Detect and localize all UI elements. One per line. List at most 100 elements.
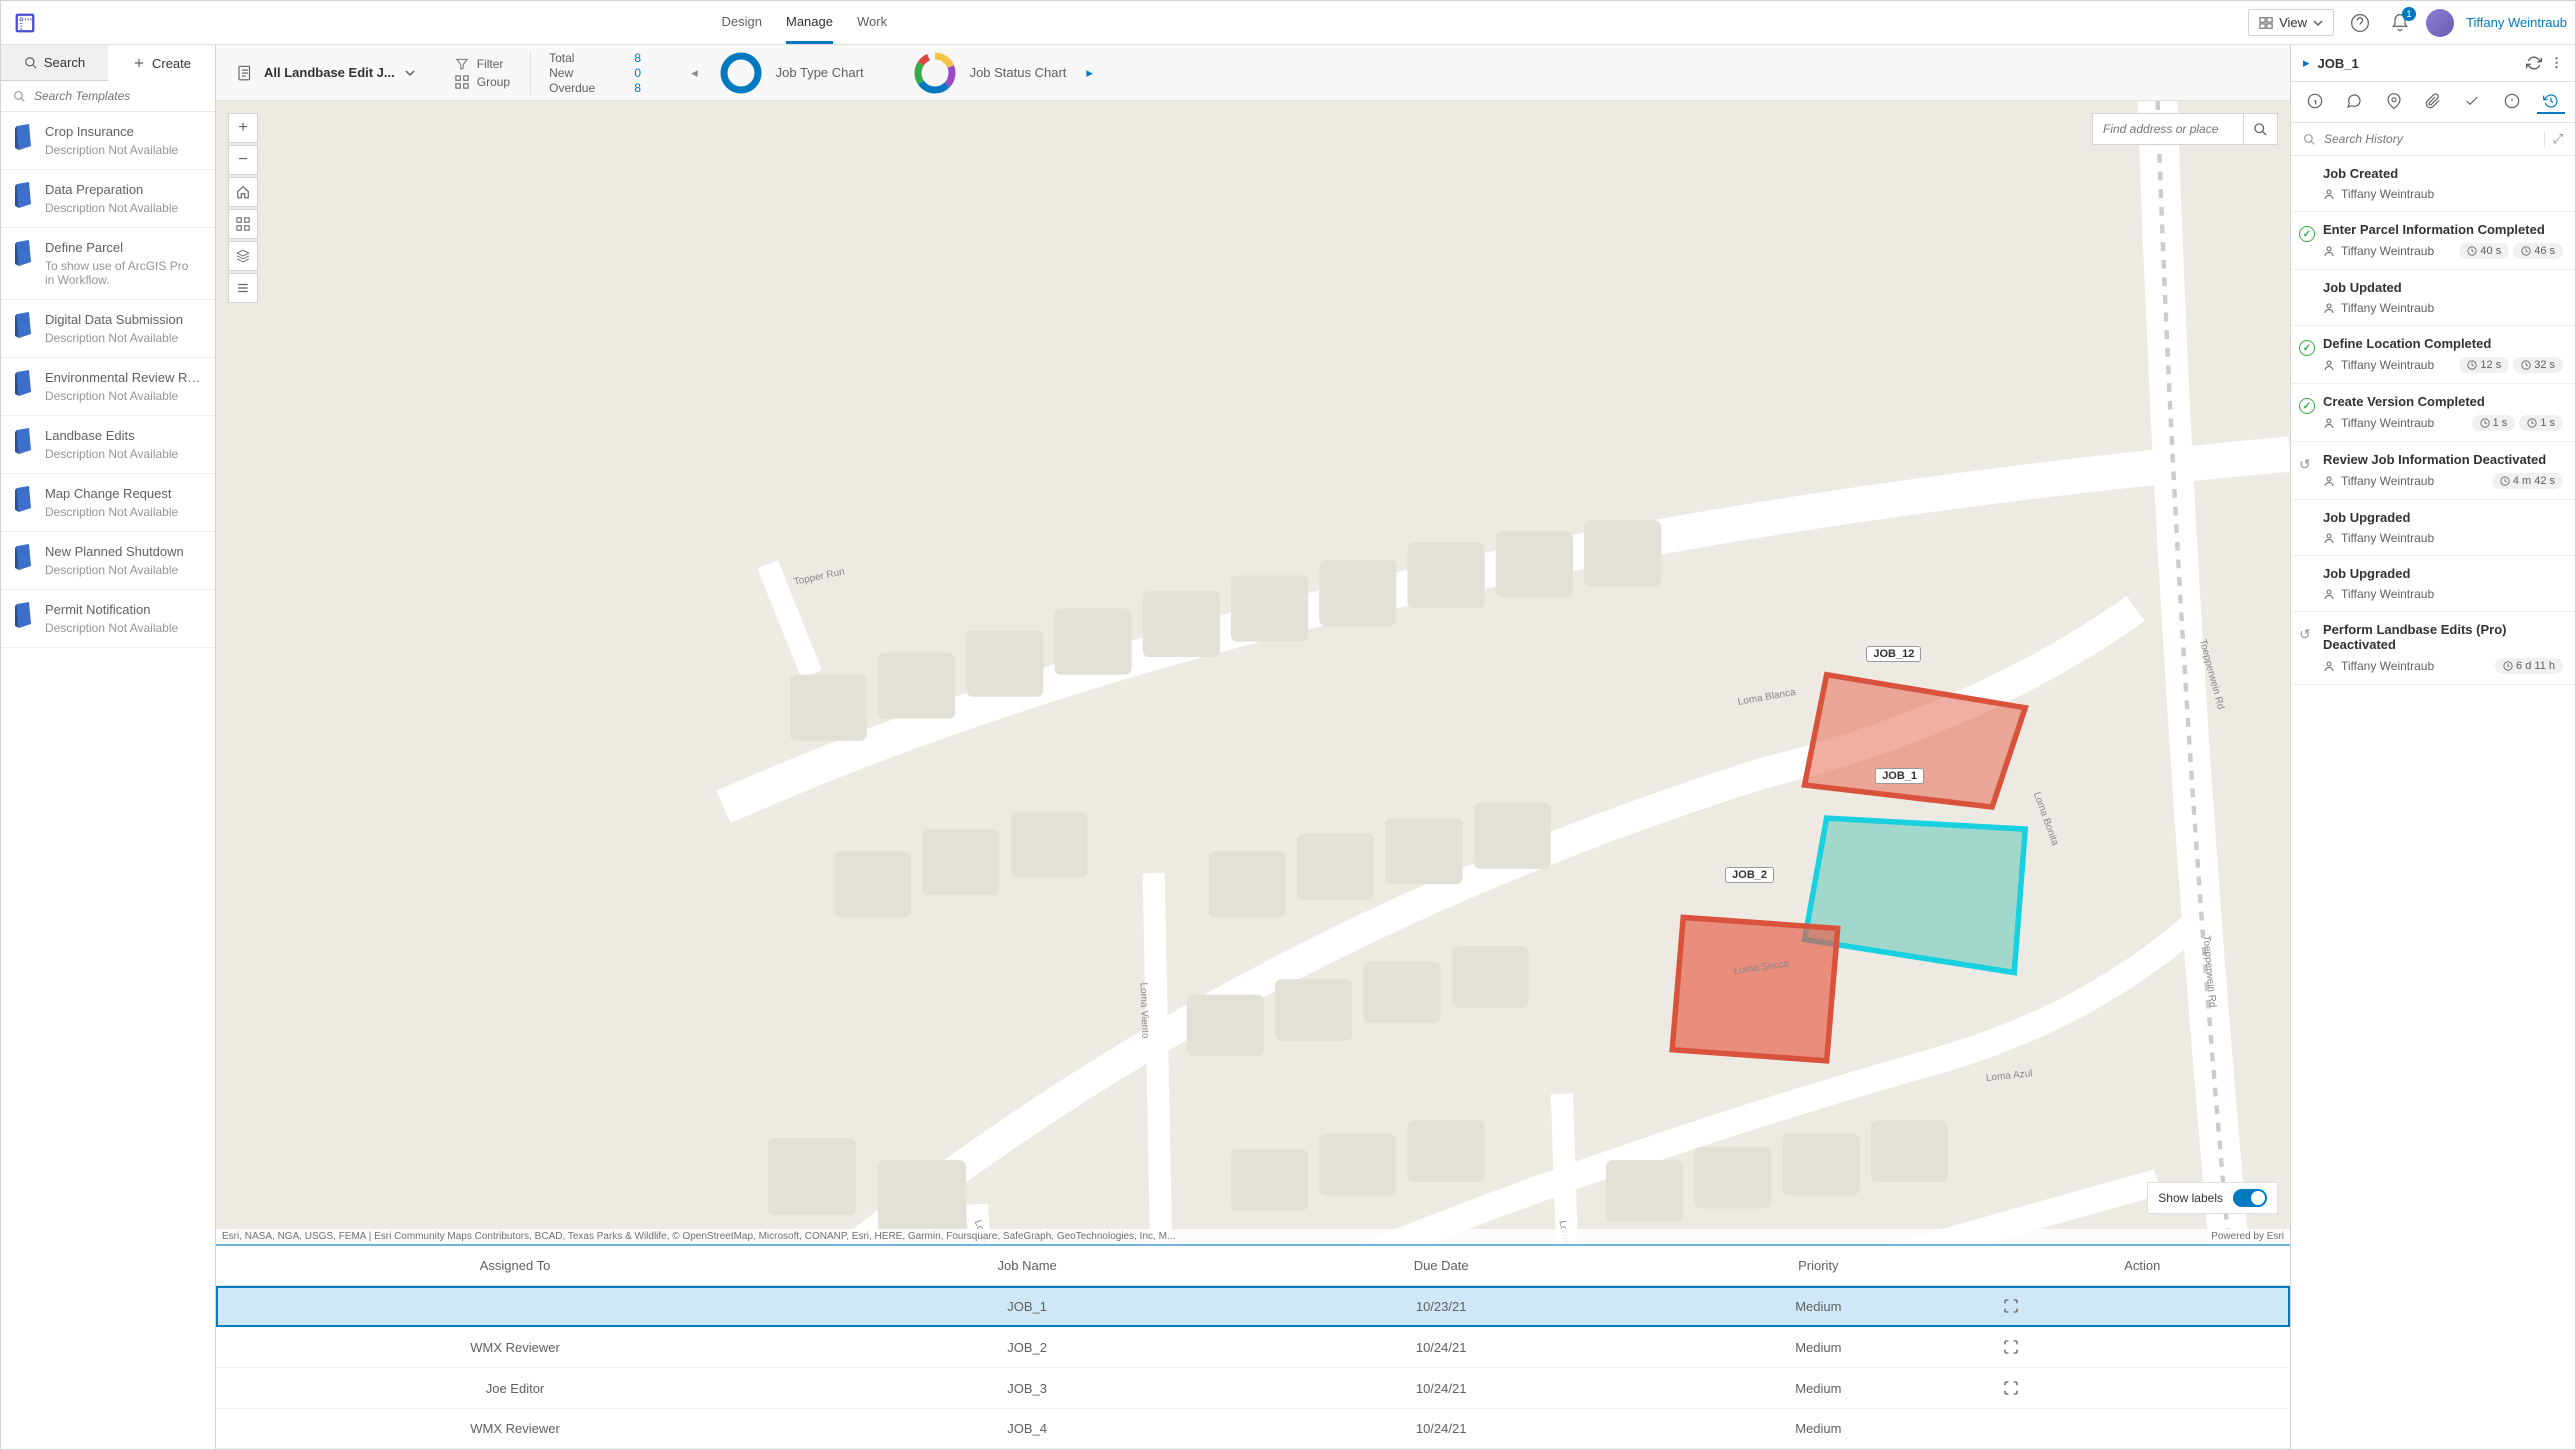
show-labels-toggle[interactable]	[2233, 1189, 2267, 1207]
parcel-label[interactable]: JOB_12	[1866, 646, 1921, 662]
template-icon	[15, 544, 33, 570]
history-item[interactable]: Job Upgraded Tiffany Weintraub	[2291, 500, 2575, 556]
zoom-out-button[interactable]: −	[228, 145, 258, 175]
history-user: Tiffany Weintraub 4 m 42 s	[2323, 473, 2563, 489]
table-header[interactable]: Job Name	[814, 1246, 1240, 1286]
history-item[interactable]: Create Version Completed Tiffany Weintra…	[2291, 384, 2575, 442]
tab-holds-icon[interactable]	[2498, 90, 2526, 114]
template-item[interactable]: Map Change RequestDescription Not Availa…	[1, 474, 215, 532]
app-logo-icon[interactable]	[9, 7, 41, 39]
table-row[interactable]: JOB_110/23/21Medium	[216, 1286, 2290, 1327]
search-icon	[24, 56, 38, 70]
legend-button[interactable]	[228, 273, 258, 303]
nav-design[interactable]: Design	[722, 2, 762, 44]
history-item[interactable]: Review Job Information Deactivated Tiffa…	[2291, 442, 2575, 500]
cell-action[interactable]	[1995, 1286, 2290, 1327]
template-item[interactable]: Digital Data SubmissionDescription Not A…	[1, 300, 215, 358]
chart-prev[interactable]: ◂	[683, 65, 706, 81]
search-templates[interactable]	[1, 81, 215, 112]
parcel-label[interactable]: JOB_1	[1875, 768, 1924, 784]
stat-new-label: New	[549, 66, 599, 80]
table-header[interactable]: Action	[1995, 1246, 2290, 1286]
map-area[interactable]: Topper RunLoma BlancaLoma BonitaLoma Sec…	[216, 101, 2290, 1244]
basemap-button[interactable]	[228, 209, 258, 239]
search-templates-input[interactable]	[34, 89, 203, 103]
cell-priority: Medium	[1642, 1409, 1995, 1449]
job-filter-dropdown[interactable]: All Landbase Edit J...	[216, 64, 435, 82]
top-nav: Design Manage Work	[722, 2, 888, 44]
back-icon[interactable]: ▸	[2303, 55, 2310, 71]
filter-button[interactable]: Filter	[455, 57, 510, 71]
history-item[interactable]: Job Updated Tiffany Weintraub	[2291, 270, 2575, 326]
jobs-table: Assigned ToJob NameDue DatePriorityActio…	[216, 1246, 2290, 1449]
history-item[interactable]: Define Location Completed Tiffany Weintr…	[2291, 326, 2575, 384]
template-item[interactable]: New Planned ShutdownDescription Not Avai…	[1, 532, 215, 590]
template-item[interactable]: Landbase EditsDescription Not Available	[1, 416, 215, 474]
cell-action[interactable]	[1995, 1409, 2290, 1449]
map-search-button[interactable]	[2243, 114, 2277, 144]
template-item[interactable]: Data PreparationDescription Not Availabl…	[1, 170, 215, 228]
group-button[interactable]: Group	[455, 75, 510, 89]
stat-new-value: 0	[623, 66, 641, 80]
nav-work[interactable]: Work	[857, 2, 887, 44]
tab-comments-icon[interactable]	[2340, 90, 2368, 114]
tab-create[interactable]: Create	[108, 45, 215, 81]
topbar: Design Manage Work View 1 Tiffany Weintr…	[1, 1, 2575, 45]
table-header[interactable]: Due Date	[1240, 1246, 1642, 1286]
home-button[interactable]	[228, 177, 258, 207]
tab-search[interactable]: Search	[1, 45, 108, 81]
tab-history-icon[interactable]	[2537, 90, 2565, 114]
layers-button[interactable]	[228, 241, 258, 271]
toolbar: All Landbase Edit J... Filter Group Tota…	[216, 45, 2290, 101]
view-button[interactable]: View	[2248, 9, 2334, 36]
history-item[interactable]: Enter Parcel Information Completed Tiffa…	[2291, 212, 2575, 270]
duration-chip: 32 s	[2513, 357, 2563, 373]
notifications-icon[interactable]: 1	[2386, 9, 2414, 37]
template-icon	[15, 124, 33, 150]
cell-action[interactable]	[1995, 1368, 2290, 1409]
expand-icon[interactable]: ⤢	[2544, 131, 2563, 147]
template-icon	[15, 240, 33, 266]
user-avatar[interactable]	[2426, 9, 2454, 37]
template-item[interactable]: Permit NotificationDescription Not Avail…	[1, 590, 215, 648]
zoom-in-button[interactable]: +	[228, 113, 258, 143]
tab-info-icon[interactable]	[2301, 90, 2329, 114]
tab-properties-icon[interactable]	[2458, 90, 2486, 114]
map-search-input[interactable]	[2093, 114, 2243, 144]
username-link[interactable]: Tiffany Weintraub	[2466, 15, 2567, 30]
tab-attachments-icon[interactable]	[2419, 90, 2447, 114]
sidebar-right: ▸ JOB_1 ⋮ ⤢ Job Created Tif	[2290, 45, 2575, 1449]
table-header[interactable]: Assigned To	[216, 1246, 814, 1286]
show-labels-label: Show labels	[2158, 1191, 2223, 1205]
template-desc: Description Not Available	[45, 563, 201, 577]
chart-next[interactable]: ▸	[1078, 65, 1101, 81]
template-title: Environmental Review Re...	[45, 370, 201, 385]
search-history-input[interactable]	[2324, 132, 2536, 146]
history-item[interactable]: Job Created Tiffany Weintraub	[2291, 156, 2575, 212]
template-item[interactable]: Environmental Review Re...Description No…	[1, 358, 215, 416]
history-title: Define Location Completed	[2323, 336, 2563, 351]
history-user: Tiffany Weintraub	[2323, 187, 2563, 201]
table-header[interactable]: Priority	[1642, 1246, 1995, 1286]
template-item[interactable]: Crop InsuranceDescription Not Available	[1, 112, 215, 170]
history-item[interactable]: Job Upgraded Tiffany Weintraub	[2291, 556, 2575, 612]
nav-manage[interactable]: Manage	[786, 2, 833, 44]
stat-overdue-label: Overdue	[549, 81, 599, 95]
table-row[interactable]: WMX ReviewerJOB_410/24/21Medium	[216, 1409, 2290, 1449]
template-item[interactable]: Define ParcelTo show use of ArcGIS Pro i…	[1, 228, 215, 300]
template-icon	[15, 312, 33, 338]
map-canvas	[216, 101, 2290, 1244]
more-icon[interactable]: ⋮	[2550, 55, 2563, 71]
history-item[interactable]: Perform Landbase Edits (Pro) Deactivated…	[2291, 612, 2575, 685]
parcel-label[interactable]: JOB_2	[1725, 867, 1774, 883]
history-title: Job Upgraded	[2323, 566, 2563, 581]
filter-label: Filter	[477, 57, 504, 71]
table-row[interactable]: WMX ReviewerJOB_210/24/21Medium	[216, 1327, 2290, 1368]
attribution-powered: Powered by Esri	[2199, 1231, 2284, 1242]
tab-location-icon[interactable]	[2380, 90, 2408, 114]
user-icon	[2323, 588, 2335, 600]
help-icon[interactable]	[2346, 9, 2374, 37]
table-row[interactable]: Joe EditorJOB_310/24/21Medium	[216, 1368, 2290, 1409]
refresh-icon[interactable]	[2526, 55, 2542, 71]
cell-action[interactable]	[1995, 1327, 2290, 1368]
